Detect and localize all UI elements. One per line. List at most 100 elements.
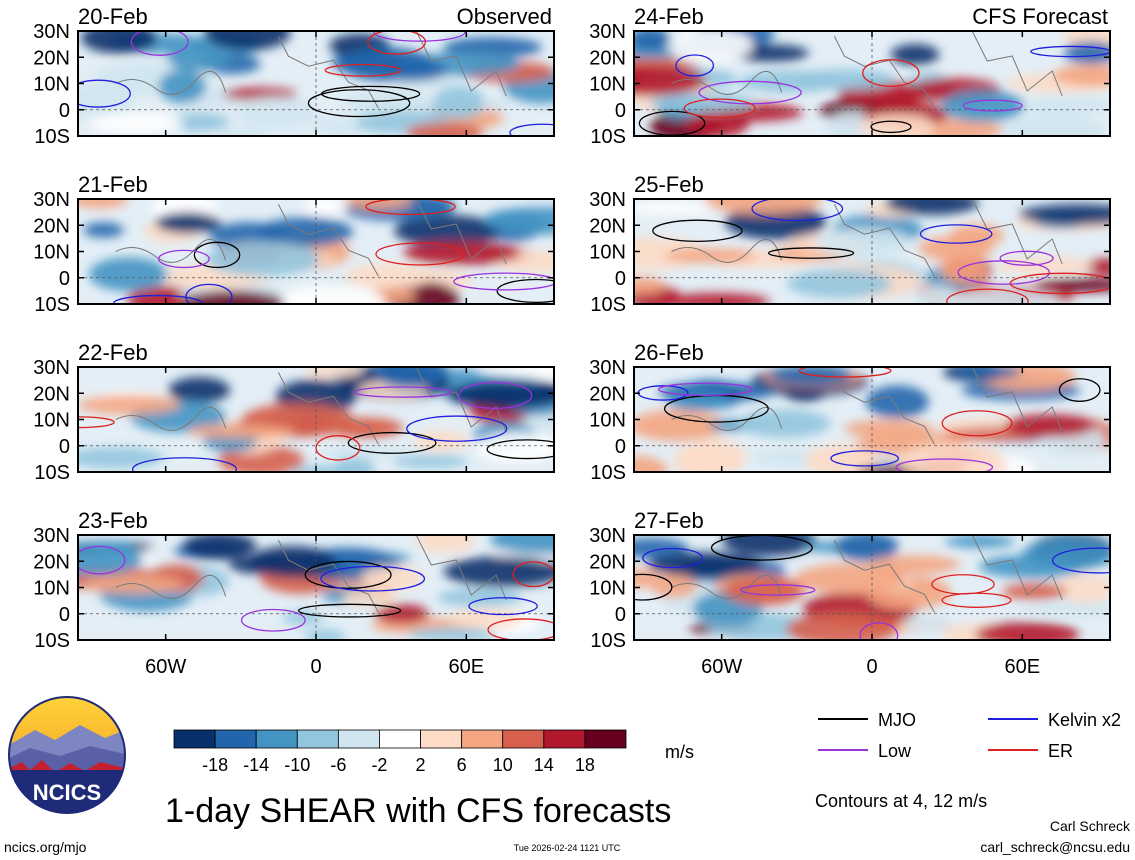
panel-date-label: 24-Feb — [634, 4, 704, 29]
coastlines — [671, 199, 1063, 277]
axes: 30N 20N 10N 0 10S 30N 20N 10N 0 10S 30N 20N 10N 0 10S 3… — [33, 21, 1040, 678]
lat-tick-label: 10N — [33, 242, 70, 264]
map-panels: 20-Feb Observed 21-Feb 22-Feb 23-Feb 24-Feb CF… — [77, 4, 1111, 641]
wave-contours — [637, 367, 1101, 472]
lon-tick-label: 0 — [310, 656, 321, 678]
colorbar-swatch — [420, 729, 463, 749]
lat-tick-label: 10S — [34, 294, 70, 316]
panel-date-label: 25-Feb — [634, 172, 704, 197]
coastlines — [115, 367, 507, 445]
panel-27-Feb: 27-Feb — [633, 508, 1111, 641]
shear-field — [634, 535, 1110, 640]
colorbar: -18 -14 -10 -6 -2 2 6 10 14 18 — [173, 729, 627, 775]
lat-tick-label: 10N — [589, 410, 626, 432]
lat-tick-label: 20N — [33, 551, 70, 573]
panel-26-Feb: 26-Feb — [633, 340, 1111, 473]
lat-tick-label: 10S — [590, 126, 626, 148]
lat-tick-label: 30N — [33, 525, 70, 547]
lat-tick-label: 10N — [33, 578, 70, 600]
shear-field — [78, 535, 554, 640]
panel-date-label: 23-Feb — [78, 508, 148, 533]
colorbar-label: 14 — [534, 755, 554, 775]
footer-url[interactable]: ncics.org/mjo — [4, 839, 87, 855]
lat-tick-label: 20N — [589, 551, 626, 573]
footer-timestamp: Tue 2026-02-24 1121 UTC — [514, 843, 621, 853]
colorbar-label: 2 — [416, 755, 426, 775]
panel-date-label: 22-Feb — [78, 340, 148, 365]
lat-tick-label: 0 — [59, 436, 70, 458]
wave-contours — [638, 45, 1110, 136]
colorbar-swatch — [584, 729, 627, 749]
lat-tick-label: 0 — [59, 268, 70, 290]
lat-tick-label: 30N — [33, 189, 70, 211]
lat-tick-label: 10N — [589, 242, 626, 264]
shear-field — [634, 31, 1110, 136]
lat-tick-label: 30N — [589, 525, 626, 547]
colorbar-label: 18 — [575, 755, 595, 775]
lat-tick-label: 30N — [589, 189, 626, 211]
colorbar-units: m/s — [665, 742, 694, 762]
lat-tick-label: 30N — [33, 21, 70, 43]
legend-label: ER — [1048, 741, 1073, 761]
lon-tick-label: 60E — [449, 656, 485, 678]
colorbar-swatch — [255, 729, 298, 749]
shear-field — [78, 199, 554, 304]
lat-tick-label: 10N — [33, 74, 70, 96]
lat-tick-label: 10S — [34, 630, 70, 652]
lat-tick-label: 10S — [590, 294, 626, 316]
lat-tick-label: 20N — [589, 47, 626, 69]
colorbar-swatch — [296, 729, 339, 749]
colorbar-label: -14 — [243, 755, 269, 775]
lat-tick-label: 0 — [59, 100, 70, 122]
lon-tick-label: 60W — [701, 656, 742, 678]
legend-label: Low — [878, 741, 912, 761]
lat-tick-label: 0 — [615, 436, 626, 458]
colorbar-label: -6 — [330, 755, 346, 775]
lat-tick-label: 0 — [615, 100, 626, 122]
lat-tick-label: 20N — [33, 215, 70, 237]
colorbar-label: 10 — [493, 755, 513, 775]
colorbar-swatch — [173, 729, 216, 749]
lat-tick-label: 30N — [589, 357, 626, 379]
lat-tick-label: 20N — [589, 383, 626, 405]
coastlines — [115, 199, 507, 277]
figure-title: 1-day SHEAR with CFS forecasts — [165, 792, 671, 830]
wave-contours — [78, 381, 554, 472]
colorbar-label: -2 — [371, 755, 387, 775]
lon-tick-label: 60W — [145, 656, 186, 678]
colorbar-label: -10 — [284, 755, 310, 775]
colorbar-swatch — [337, 729, 380, 749]
footer-author: Carl Schreck — [1050, 818, 1131, 834]
panel-date-label: 27-Feb — [634, 508, 704, 533]
lat-tick-label: 0 — [615, 268, 626, 290]
lon-tick-label: 60E — [1005, 656, 1041, 678]
colorbar-label: 6 — [457, 755, 467, 775]
panel-21-Feb: 21-Feb — [77, 172, 555, 305]
coastlines — [115, 535, 507, 613]
panel-24-Feb: 24-Feb CFS Forecast — [633, 4, 1111, 137]
legend-label: MJO — [878, 710, 916, 730]
legend-label: Kelvin x2 — [1048, 710, 1121, 730]
panel-date-label: 26-Feb — [634, 340, 704, 365]
logo-text: NCICS — [33, 780, 101, 805]
shear-field — [634, 367, 1110, 472]
column-header: CFS Forecast — [972, 4, 1108, 29]
lat-tick-label: 10S — [34, 462, 70, 484]
panel-22-Feb: 22-Feb — [77, 340, 555, 473]
lat-tick-label: 20N — [33, 47, 70, 69]
lat-tick-label: 10S — [34, 126, 70, 148]
wave-contours — [652, 199, 1110, 304]
colorbar-swatch — [214, 729, 257, 749]
colorbar-label: -18 — [202, 755, 228, 775]
coastlines — [671, 367, 1063, 445]
shear-field — [78, 31, 554, 136]
coastlines — [671, 535, 1063, 613]
ncics-logo: NCICS — [8, 696, 126, 814]
lat-tick-label: 20N — [33, 383, 70, 405]
lat-tick-label: 10S — [590, 630, 626, 652]
contours-note: Contours at 4, 12 m/s — [815, 791, 987, 811]
footer-email[interactable]: carl_schreck@ncsu.edu — [980, 839, 1130, 855]
lat-tick-label: 30N — [589, 21, 626, 43]
panel-25-Feb: 25-Feb — [633, 172, 1111, 305]
